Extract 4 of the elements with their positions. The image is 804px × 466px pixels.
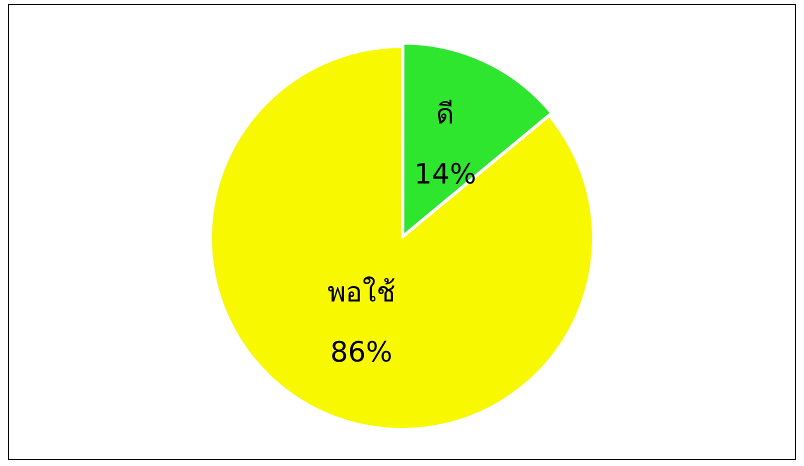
- data-label: 14%: [414, 157, 476, 190]
- data-label: 86%: [330, 336, 392, 369]
- slice-label: พอใช้: [327, 276, 396, 309]
- slice-label: ดี: [436, 97, 454, 130]
